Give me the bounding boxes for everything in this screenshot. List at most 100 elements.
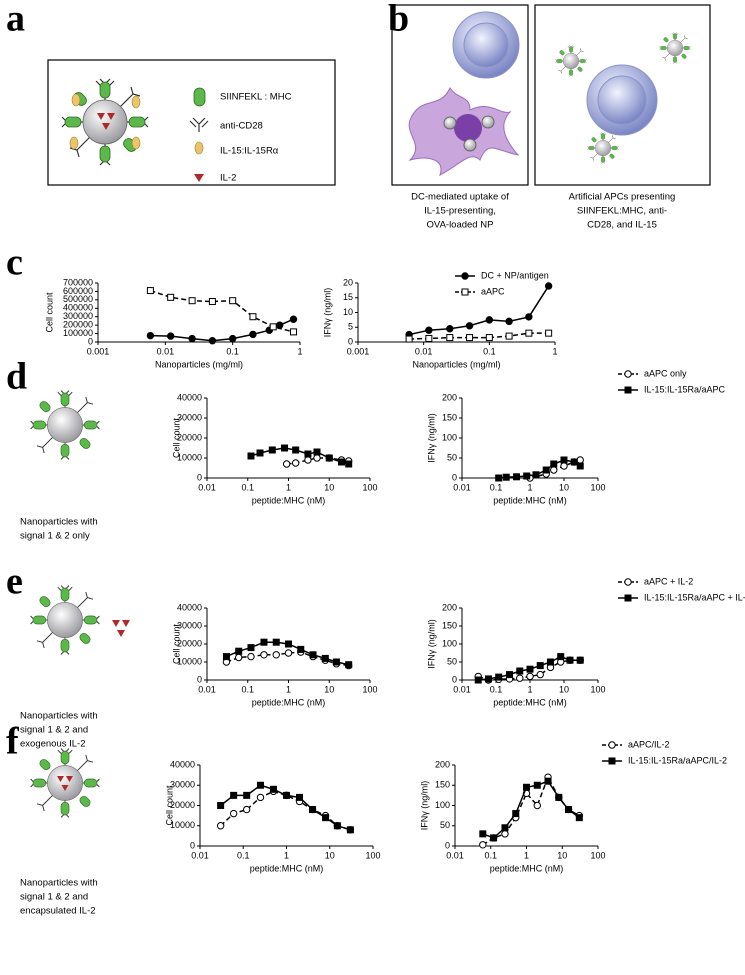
x-tick-label: 1 [524, 850, 529, 860]
marker [566, 656, 574, 664]
marker [544, 282, 553, 290]
marker [247, 452, 255, 460]
legend-label: IL-15:IL-15Ra/aAPC/IL-2 [628, 755, 727, 765]
x-tick-label: 100 [590, 850, 605, 860]
marker [495, 474, 503, 482]
y-tick-label: 400000 [63, 303, 93, 313]
marker [523, 472, 531, 480]
legend-marker [624, 578, 632, 586]
marker [576, 656, 584, 664]
marker [485, 334, 493, 342]
x-tick-label: 0.1 [241, 482, 254, 492]
x-tick-label: 0.1 [237, 850, 250, 860]
y-tick-label: 0 [445, 840, 450, 850]
marker [338, 458, 346, 466]
y-tick-label: 20000 [170, 800, 195, 810]
marker [289, 315, 298, 323]
row-diagram [30, 390, 130, 818]
marker [256, 793, 265, 802]
marker [256, 781, 264, 789]
y-tick-label: 150 [435, 780, 450, 790]
y-axis-label: IFNγ (ng/ml) [426, 619, 436, 669]
caption: signal 1 & 2 and [20, 725, 88, 736]
panel-letter: a [6, 0, 25, 40]
marker [560, 456, 568, 464]
x-tick-label: 10 [325, 850, 335, 860]
y-tick-label: 150 [442, 412, 457, 422]
legend-label: IL-15:IL-15Ra/aAPC + IL-2 [644, 592, 745, 602]
caption: signal 1 & 2 and [20, 892, 88, 903]
marker [283, 791, 290, 799]
marker [243, 791, 251, 799]
y-tick-label: 5 [348, 322, 353, 332]
marker [550, 466, 558, 474]
marker [536, 662, 544, 670]
y-tick-label: 10000 [177, 452, 202, 462]
x-tick-label: 1 [297, 346, 302, 356]
marker [260, 638, 268, 646]
marker [523, 783, 530, 791]
marker [576, 462, 584, 470]
marker [526, 672, 534, 681]
legend-marker [461, 272, 469, 280]
x-axis-label: peptide:MHC (nM) [250, 863, 324, 873]
y-tick-label: 0 [348, 336, 353, 346]
marker [321, 654, 329, 662]
marker [405, 335, 413, 343]
x-tick-label: 100 [365, 850, 380, 860]
y-tick-label: 200000 [63, 320, 93, 330]
marker [501, 830, 509, 838]
x-tick-label: 100 [590, 684, 605, 694]
y-tick-label: 10000 [170, 820, 195, 830]
marker [222, 653, 230, 661]
x-tick-label: 0.01 [157, 346, 175, 356]
marker [570, 458, 578, 466]
x-tick-label: 0.1 [490, 684, 503, 694]
x-tick-label: 0.1 [226, 346, 239, 356]
x-tick-label: 1 [527, 482, 532, 492]
marker [446, 334, 454, 342]
marker [505, 317, 513, 326]
legend-label: aAPC only [644, 368, 687, 378]
x-tick-label: 0.01 [415, 346, 433, 356]
marker [269, 785, 277, 793]
legend-marker [608, 741, 616, 749]
marker [533, 801, 541, 810]
y-tick-label: 0 [190, 840, 195, 850]
marker [249, 330, 257, 339]
marker [268, 446, 276, 454]
y-tick-label: 0 [197, 472, 202, 482]
caption: Artificial APCs presenting [569, 192, 676, 203]
marker [260, 651, 268, 659]
marker [501, 824, 509, 832]
x-tick-label: 10 [324, 684, 334, 694]
marker [512, 810, 520, 818]
x-tick-label: 0.1 [484, 850, 497, 860]
marker [474, 676, 482, 684]
marker [228, 334, 237, 343]
x-axis-label: Nanoparticles (mg/ml) [412, 359, 500, 369]
marker [284, 649, 293, 657]
marker [533, 781, 541, 789]
x-tick-label: 0.001 [347, 346, 370, 356]
x-tick-label: 100 [362, 684, 377, 694]
marker [576, 456, 584, 464]
marker [525, 329, 533, 337]
x-tick-label: 0.01 [453, 684, 471, 694]
x-tick-label: 1 [284, 850, 289, 860]
x-tick-label: 1 [552, 346, 557, 356]
marker [146, 287, 154, 295]
marker [304, 450, 312, 458]
marker [495, 673, 503, 681]
marker [479, 841, 487, 849]
legend-label: IL-15:IL-15Rα [220, 146, 279, 157]
marker [247, 644, 255, 652]
legend-marker [608, 757, 616, 765]
marker [512, 473, 520, 481]
y-tick-label: 300000 [63, 311, 93, 321]
x-tick-label: 0.1 [483, 346, 496, 356]
marker [505, 332, 513, 340]
marker [249, 313, 257, 321]
marker [446, 325, 454, 333]
